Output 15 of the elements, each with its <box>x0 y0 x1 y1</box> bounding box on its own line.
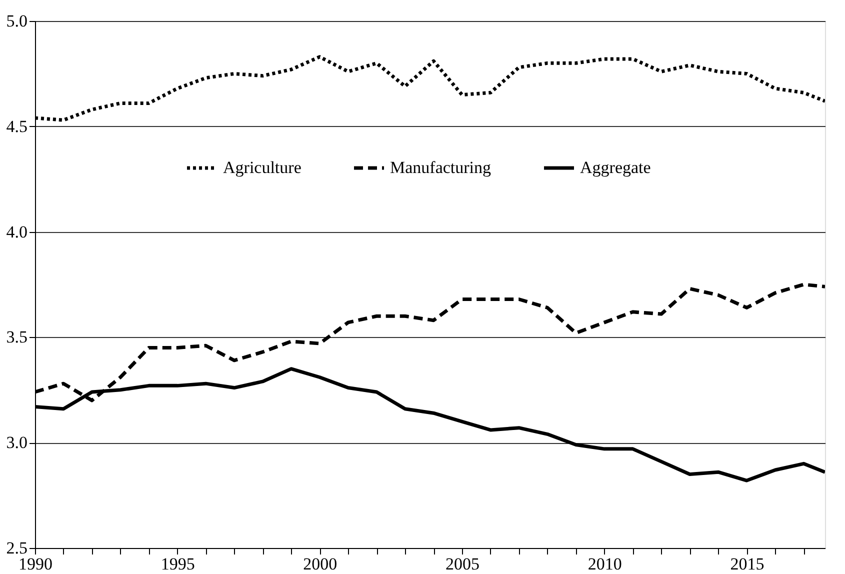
x-tick-label: 2005 <box>446 554 480 574</box>
y-tick-label: 2.5 <box>6 538 28 558</box>
x-tick-label: 2000 <box>303 554 338 574</box>
x-tick-label: 1990 <box>18 554 52 574</box>
legend-label: Agriculture <box>223 158 302 177</box>
y-tick-label: 5.0 <box>6 12 28 30</box>
x-tick-label: 2015 <box>730 554 764 574</box>
x-tick-label: 1995 <box>160 554 195 574</box>
y-tick-label: 3.5 <box>6 328 28 347</box>
y-tick-label: 4.0 <box>6 222 28 242</box>
x-tick-label: 2010 <box>588 554 622 574</box>
y-tick-label: 4.5 <box>6 116 28 136</box>
legend-label: Aggregate <box>580 158 651 177</box>
y-tick-label: 3.0 <box>6 433 28 452</box>
legend-label: Manufacturing <box>390 158 492 177</box>
